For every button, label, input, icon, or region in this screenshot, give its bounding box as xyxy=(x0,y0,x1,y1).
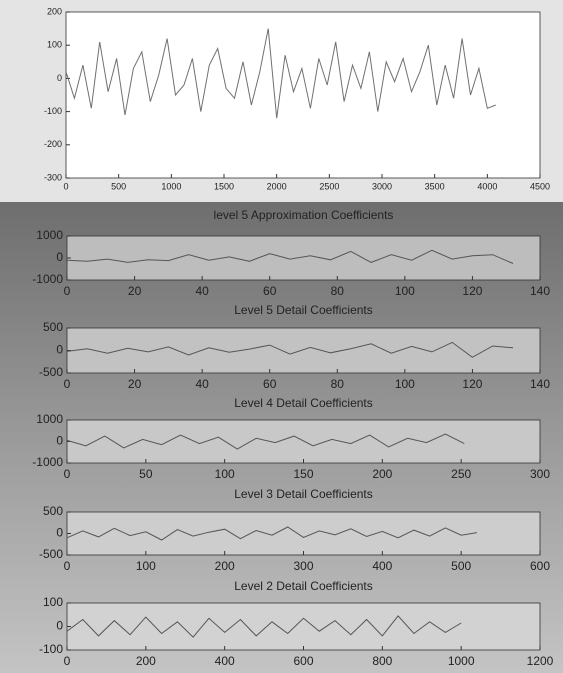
x-tick-label: 1000 xyxy=(448,654,475,668)
plot-area xyxy=(65,11,541,179)
x-tick-label: 150 xyxy=(293,467,313,481)
y-tick-label: -1000 xyxy=(32,272,63,286)
signal-line xyxy=(65,28,496,119)
y-tick-label: -200 xyxy=(44,139,62,149)
signal-line xyxy=(66,615,462,638)
y-tick-label: -100 xyxy=(39,642,63,656)
x-tick-label: 0 xyxy=(64,284,71,298)
y-tick-label: 100 xyxy=(43,595,63,609)
x-tick-label: 250 xyxy=(451,467,471,481)
x-tick-label: 0 xyxy=(63,181,68,191)
x-tick-label: 200 xyxy=(136,654,156,668)
y-tick-label: -100 xyxy=(44,106,62,116)
x-tick-label: 2000 xyxy=(267,181,287,191)
y-tick-label: 0 xyxy=(56,250,63,264)
x-tick-label: 120 xyxy=(462,284,482,298)
plot-area xyxy=(66,511,541,556)
y-tick-label: 1000 xyxy=(36,228,63,242)
x-tick-label: 500 xyxy=(451,559,471,573)
y-tick-label: -500 xyxy=(39,365,63,379)
y-tick-label: 0 xyxy=(57,73,62,83)
y-tick-label: 500 xyxy=(43,504,63,518)
x-tick-label: 300 xyxy=(530,467,550,481)
y-tick-label: -1000 xyxy=(32,455,63,469)
x-tick-label: 800 xyxy=(372,654,392,668)
subplot-title: Level 2 Detail Coefficients xyxy=(234,579,373,593)
plot-area xyxy=(66,235,541,281)
x-tick-label: 400 xyxy=(372,559,392,573)
x-tick-label: 200 xyxy=(215,559,235,573)
y-tick-label: 0 xyxy=(56,343,63,357)
y-tick-label: 1000 xyxy=(36,412,63,426)
x-tick-label: 100 xyxy=(136,559,156,573)
y-tick-label: 500 xyxy=(43,320,63,334)
x-tick-label: 0 xyxy=(64,559,71,573)
subplot-title: Level 3 Detail Coefficients xyxy=(234,487,373,501)
y-tick-label: -300 xyxy=(44,172,62,182)
x-tick-label: 60 xyxy=(263,284,277,298)
y-tick-label: 100 xyxy=(47,40,62,50)
x-tick-label: 1200 xyxy=(527,654,554,668)
y-tick-label: -500 xyxy=(39,547,63,561)
x-tick-label: 80 xyxy=(331,284,345,298)
x-tick-label: 600 xyxy=(530,559,550,573)
subplot-title: level 5 Approximation Coefficients xyxy=(214,208,394,222)
x-tick-label: 200 xyxy=(372,467,392,481)
x-tick-label: 0 xyxy=(64,654,71,668)
x-tick-label: 120 xyxy=(462,377,482,391)
x-tick-label: 40 xyxy=(195,377,209,391)
x-tick-label: 20 xyxy=(128,284,142,298)
x-tick-label: 300 xyxy=(293,559,313,573)
x-tick-label: 1000 xyxy=(161,181,181,191)
subplot-title: Level 4 Detail Coefficients xyxy=(234,396,373,410)
x-tick-label: 60 xyxy=(263,377,277,391)
plot-area xyxy=(66,602,541,651)
x-tick-label: 3500 xyxy=(425,181,445,191)
y-tick-label: 0 xyxy=(56,526,63,540)
plot-area xyxy=(66,327,541,374)
x-tick-label: 600 xyxy=(293,654,313,668)
x-tick-label: 50 xyxy=(139,467,153,481)
y-tick-label: 0 xyxy=(56,619,63,633)
x-tick-label: 0 xyxy=(64,467,71,481)
x-tick-label: 20 xyxy=(128,377,142,391)
x-tick-label: 1500 xyxy=(214,181,234,191)
subplot-title: Level 5 Detail Coefficients xyxy=(234,303,373,317)
x-tick-label: 80 xyxy=(331,377,345,391)
x-tick-label: 500 xyxy=(111,181,126,191)
x-tick-label: 400 xyxy=(215,654,235,668)
x-tick-label: 0 xyxy=(64,377,71,391)
x-tick-label: 100 xyxy=(395,377,415,391)
signal-line xyxy=(66,433,465,450)
signal-line xyxy=(66,526,477,541)
y-tick-label: 0 xyxy=(56,434,63,448)
x-tick-label: 140 xyxy=(530,284,550,298)
x-tick-label: 100 xyxy=(215,467,235,481)
x-tick-label: 4500 xyxy=(530,181,550,191)
x-tick-label: 2500 xyxy=(319,181,339,191)
signal-line xyxy=(66,249,514,264)
x-tick-label: 140 xyxy=(530,377,550,391)
x-tick-label: 3000 xyxy=(372,181,392,191)
x-tick-label: 40 xyxy=(195,284,209,298)
signal-line xyxy=(66,341,514,358)
x-tick-label: 100 xyxy=(395,284,415,298)
x-tick-label: 4000 xyxy=(477,181,497,191)
y-tick-label: 200 xyxy=(47,6,62,16)
